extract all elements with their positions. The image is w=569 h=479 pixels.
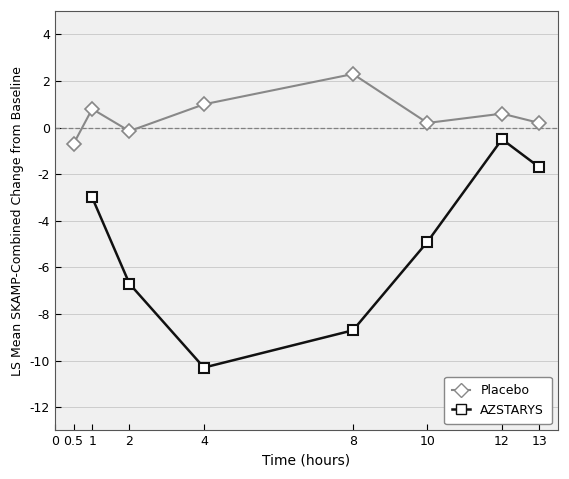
Legend: Placebo, AZSTARYS: Placebo, AZSTARYS	[444, 377, 551, 424]
Y-axis label: LS Mean SKAMP-Combined Change from Baseline: LS Mean SKAMP-Combined Change from Basel…	[11, 66, 24, 376]
X-axis label: Time (hours): Time (hours)	[262, 454, 351, 468]
